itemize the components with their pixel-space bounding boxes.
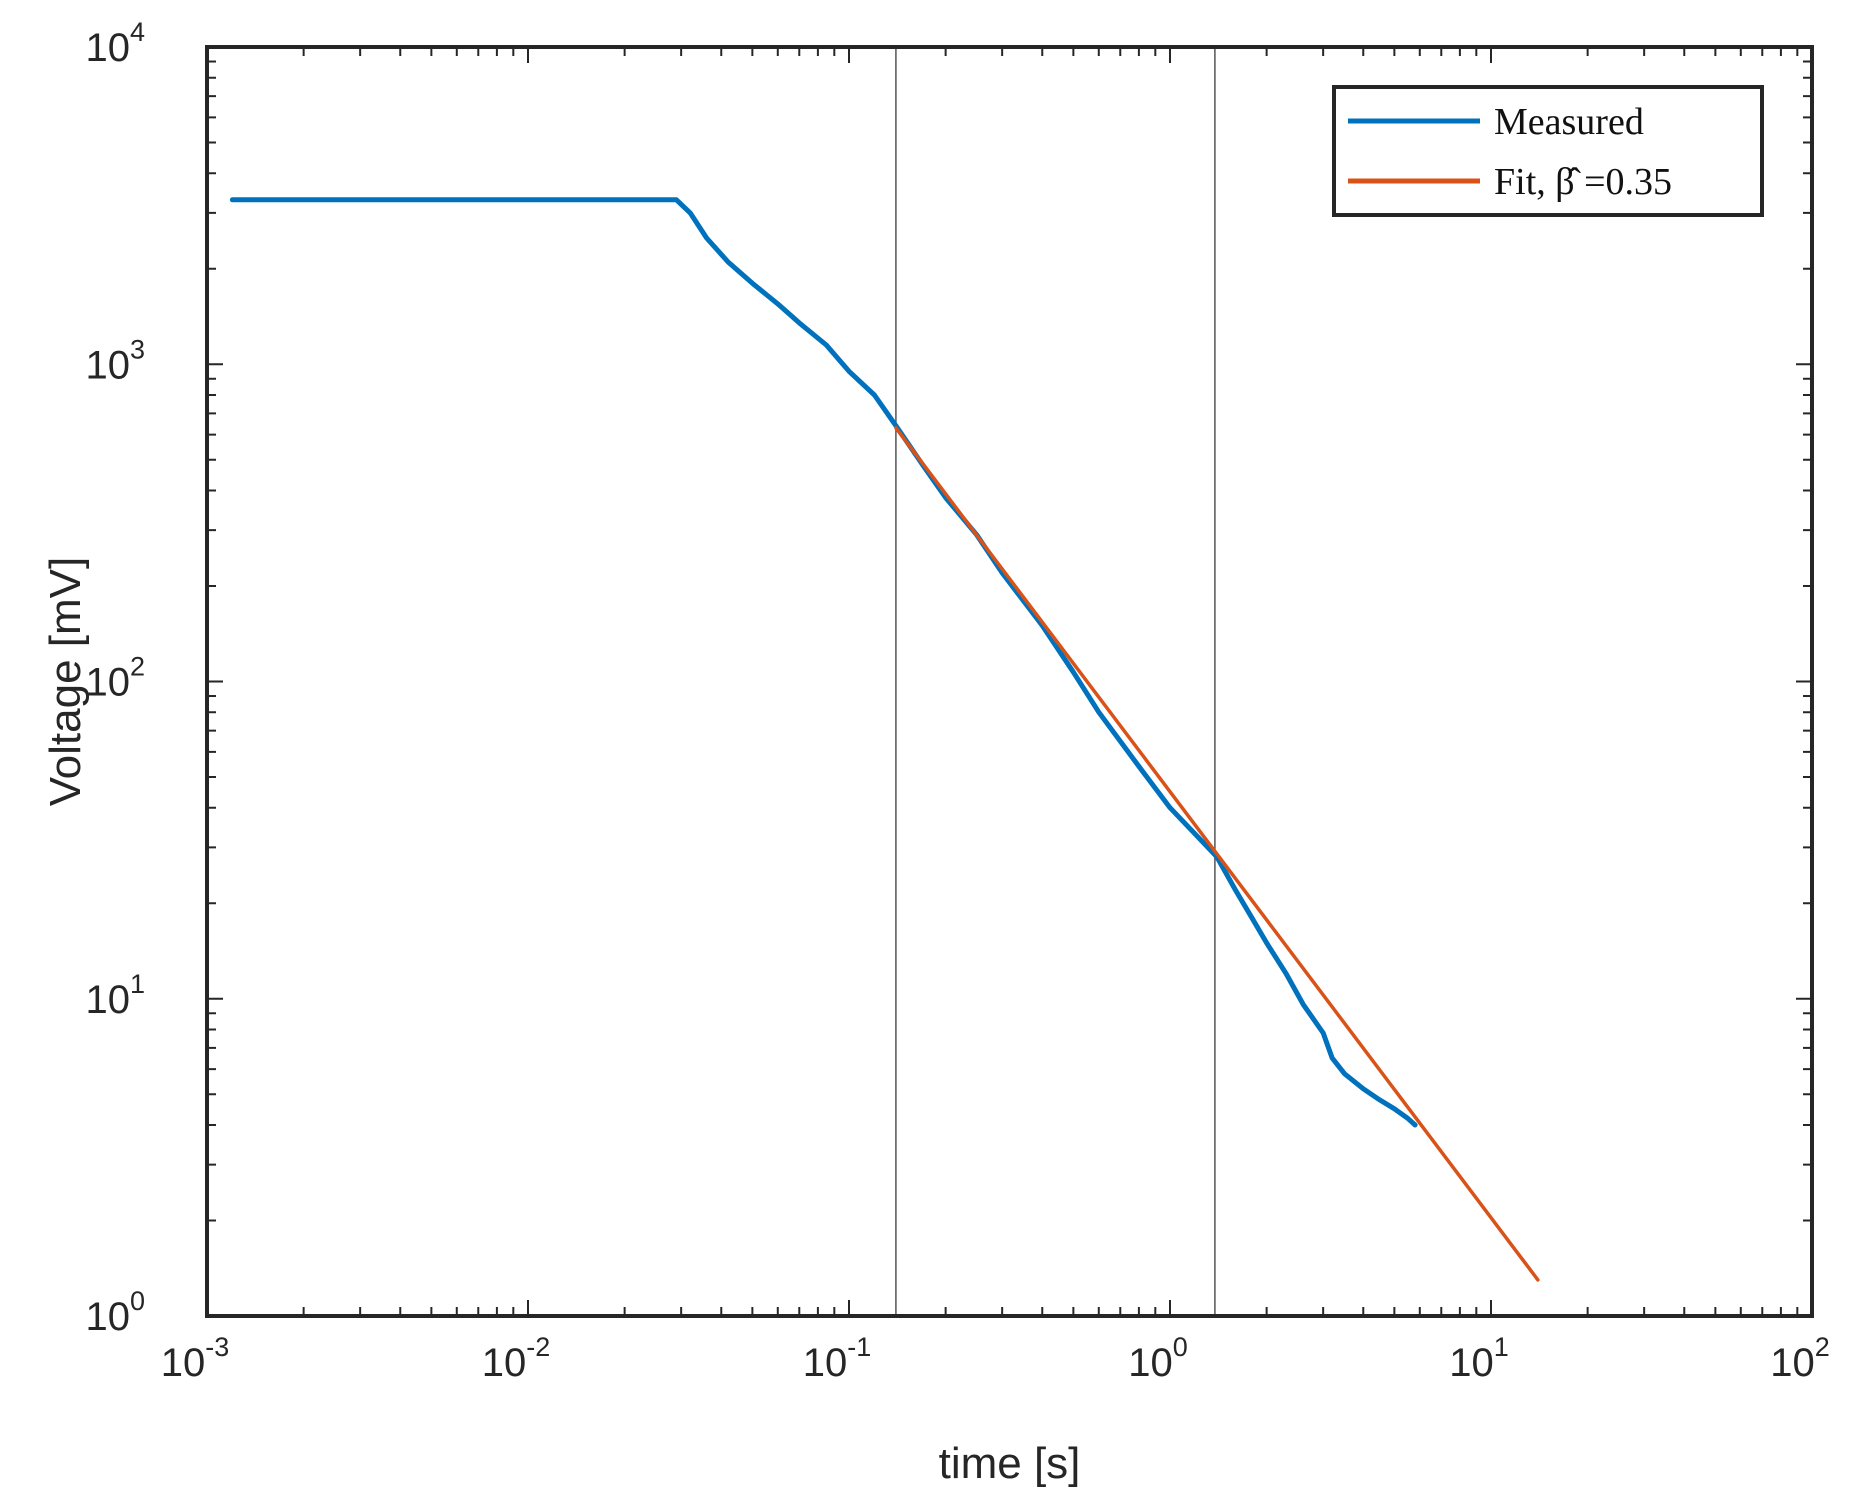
y-tick-label-exponent: 1 [130,969,145,999]
legend: Measured Fit, β̂ =0.35 [1332,85,1764,217]
x-tick-label-exponent: -2 [526,1332,550,1362]
x-tick-label: 101 [1449,1332,1509,1385]
plot-background [207,47,1812,1316]
y-tick-label-base: 10 [85,343,130,387]
series-group [229,197,1540,1282]
x-tick-label-base: 10 [1770,1341,1815,1385]
x-tick-label-base: 10 [161,1341,206,1385]
y-tick-label-exponent: 3 [130,334,145,364]
x-tick-label: 102 [1770,1332,1830,1385]
x-tick-label: 100 [1128,1332,1188,1385]
y-tick-label-exponent: 0 [130,1286,145,1316]
y-tick-label: 101 [85,969,145,1022]
y-tick-label-exponent: 4 [130,17,145,47]
x-tick-label-base: 10 [1128,1341,1173,1385]
x-tick-label: 10-3 [161,1332,230,1385]
legend-box [1332,85,1764,217]
y-tick-label-exponent: 2 [130,652,145,682]
legend-entry-label: Fit, β̂ =0.35 [1494,161,1672,203]
x-tick-label-exponent: -3 [205,1332,229,1362]
y-tick-label: 102 [85,652,145,705]
y-tick-label-base: 10 [85,26,130,70]
x-tick-label-exponent: 2 [1815,1332,1830,1362]
x-tick-label: 10-1 [803,1332,872,1385]
y-tick-label: 104 [85,17,145,70]
x-tick-label-exponent: 1 [1494,1332,1509,1362]
y-tick-label: 100 [85,1286,145,1339]
series-line-measured [229,197,1418,1128]
x-tick-label: 10-2 [482,1332,551,1385]
legend-entry-label: Measured [1494,101,1644,143]
x-axis-label: time [s] [939,1439,1081,1488]
x-tick-label-exponent: 0 [1173,1332,1188,1362]
plot-area: 10-3 10-2 10-1 100 101 102100101102103104time… [41,17,1830,1488]
x-tick-label-exponent: -1 [847,1332,871,1362]
y-tick-label-base: 10 [85,1295,130,1339]
axes-box [205,45,1814,1318]
x-tick-label-base: 10 [1449,1341,1494,1385]
x-tick-label-base: 10 [482,1341,527,1385]
series-line-fit [894,426,1540,1282]
y-tick-label-base: 10 [85,978,130,1022]
x-tick-label-base: 10 [803,1341,848,1385]
y-tick-label: 103 [85,334,145,387]
y-tick-label-base: 10 [85,661,130,705]
y-axis-label: Voltage [mV] [41,557,90,806]
